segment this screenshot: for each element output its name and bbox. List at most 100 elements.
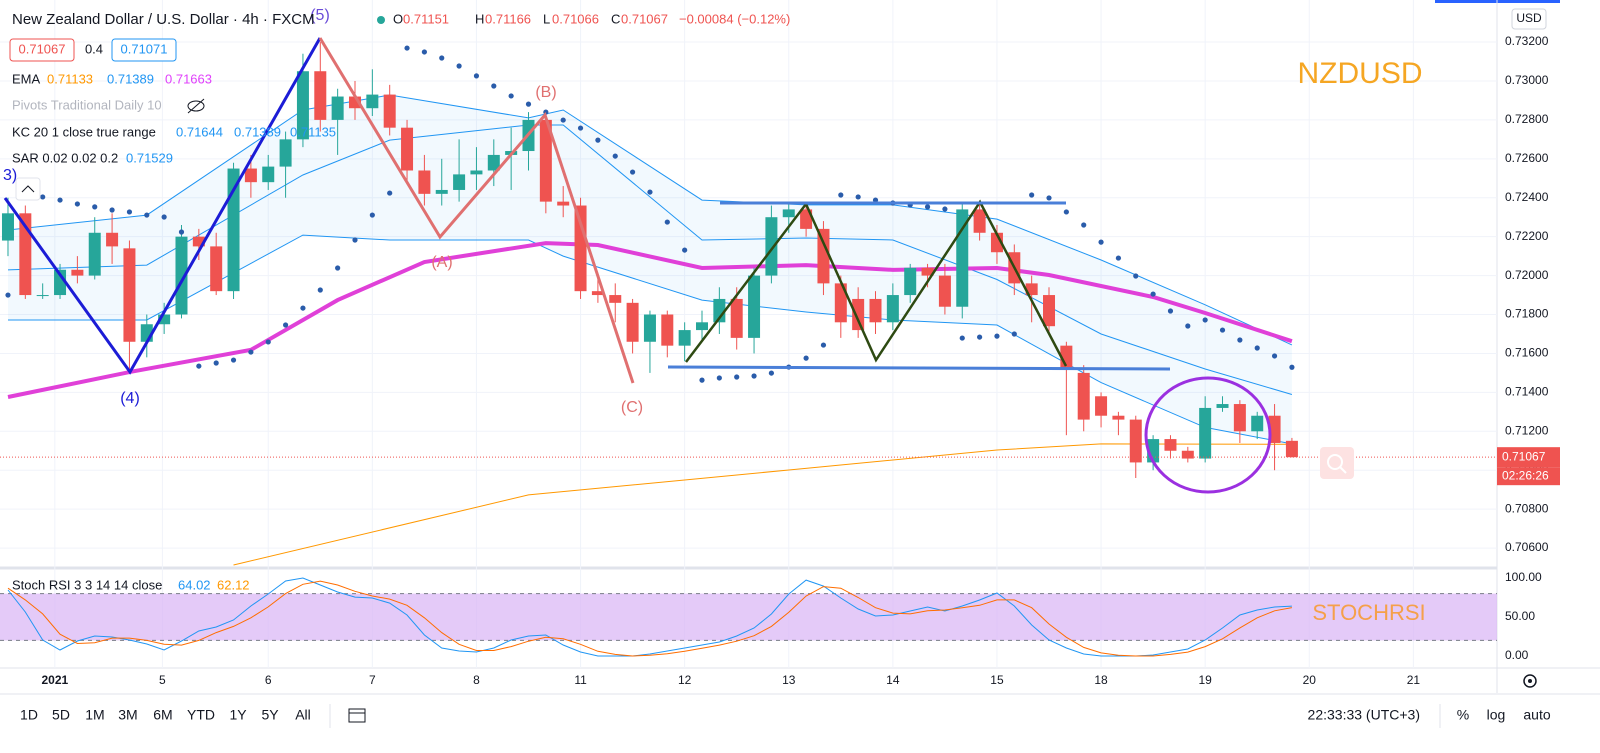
x-tick-label: 14 [886, 673, 900, 687]
range-button[interactable]: YTD [187, 707, 215, 723]
range-button[interactable]: 1Y [229, 707, 247, 723]
indicator-name[interactable]: KC 20 1 close true range [12, 124, 156, 139]
sar-dot [751, 373, 757, 379]
collapse-button[interactable] [15, 177, 41, 201]
sar-dot [40, 194, 46, 200]
candle-body [539, 119, 552, 202]
ohlc-value: 0.71166 [485, 11, 531, 26]
zoom-button[interactable] [1320, 447, 1354, 479]
sar-dot [421, 49, 427, 55]
legend: New Zealand Dollar / U.S. Dollar · 4h · … [9, 11, 1354, 592]
sar-dot [924, 204, 931, 210]
ohlc-value: 0.71066 [552, 11, 599, 26]
sar-dot [196, 363, 202, 369]
x-tick-label: 5 [159, 673, 166, 687]
ohlc-value: 0.71067 [621, 11, 668, 26]
indicator-name[interactable]: Stoch RSI 3 3 14 14 close [12, 577, 162, 592]
bid-box[interactable] [9, 38, 75, 62]
sar-dot [1046, 195, 1052, 201]
indicator-name[interactable]: SAR 0.02 0.02 0.2 [12, 150, 118, 165]
wave-label: (5) [310, 7, 330, 24]
candle-body [19, 213, 32, 296]
candle-body [817, 228, 830, 284]
candle-body [782, 209, 795, 218]
y-tick-label: 0.72000 [1505, 268, 1549, 282]
last-price-label: 0.71067 [1502, 449, 1546, 463]
sar-dot [1237, 337, 1243, 343]
x-tick-label: 19 [1198, 673, 1212, 687]
candle-body [661, 314, 674, 346]
candle-body [765, 217, 778, 276]
sar-dot [820, 342, 827, 348]
range-button[interactable]: All [295, 707, 311, 723]
clock[interactable]: 22:33:33 (UTC+3) [1308, 707, 1420, 723]
sar-dot [1219, 327, 1226, 333]
sar-dot [74, 201, 80, 207]
sar-dot [872, 197, 879, 203]
candle-body [1077, 372, 1090, 420]
indicator-name[interactable]: EMA [12, 71, 41, 86]
range-button[interactable]: 1M [85, 707, 104, 723]
scale-option[interactable]: % [1457, 707, 1469, 723]
indicator-value: 0.71389 [234, 124, 281, 139]
sar-dot [647, 189, 653, 195]
x-tick-label: 12 [678, 673, 692, 687]
sar-dot [1271, 353, 1278, 359]
candle-body [1216, 404, 1229, 408]
sar-dot [664, 219, 670, 225]
x-tick-label: 15 [990, 673, 1004, 687]
y-tick-label: 0.00 [1505, 648, 1529, 662]
range-button[interactable]: 5D [52, 707, 70, 723]
ohlc-key: C [611, 11, 620, 26]
plot: 2021 5 6 7 8 11 12 13 14 15 18 19 20 210.706000.70800… [0, 0, 1560, 687]
indicator-value: 0.71133 [47, 71, 93, 86]
market-status [377, 16, 385, 24]
channel-middle [7, 124, 1293, 395]
indicator-name[interactable]: Pivots Traditional Daily 10 [12, 97, 162, 112]
candle-body [886, 295, 899, 323]
currency-box[interactable] [1511, 8, 1547, 30]
candle-body [748, 275, 761, 338]
scale-option[interactable]: auto [1523, 707, 1550, 723]
date-range-icon[interactable] [348, 708, 366, 723]
hidden-icon[interactable] [187, 98, 205, 114]
x-tick-label: 7 [369, 673, 376, 687]
y-tick-label: 0.73200 [1505, 34, 1549, 48]
sar-dot [682, 247, 688, 253]
sar-dot [335, 265, 341, 271]
settings-icon[interactable] [1523, 674, 1537, 688]
candle-body [314, 71, 327, 120]
symbol-title[interactable]: New Zealand Dollar / U.S. Dollar · 4h · … [12, 11, 315, 28]
sar-dot [959, 335, 965, 341]
candle-body [591, 291, 604, 296]
abc-correction [318, 37, 635, 384]
ohlc-key: O [393, 11, 403, 26]
x-tick-label: 13 [782, 673, 796, 687]
sar-dot [473, 73, 480, 79]
channel-lower [8, 234, 1292, 445]
candle-body [696, 322, 709, 331]
sar-dot [1202, 317, 1208, 323]
sar-dot [248, 349, 254, 355]
candle-body [1233, 404, 1246, 432]
candle-body [36, 295, 49, 297]
candle-body [244, 168, 257, 183]
wave-label: 3) [3, 167, 17, 184]
sar-dot [994, 333, 1000, 339]
range-button[interactable]: 3M [118, 707, 137, 723]
candle-body [1181, 450, 1194, 459]
scale-option[interactable]: log [1487, 707, 1506, 723]
candle-body [1095, 396, 1108, 416]
sar-dot [317, 287, 323, 293]
range-button[interactable]: 6M [153, 707, 172, 723]
sar-dot [1011, 331, 1017, 337]
sar-dot [1115, 255, 1122, 261]
candle-body [106, 232, 119, 247]
sar-dot [977, 334, 983, 340]
ask-box[interactable] [111, 38, 177, 62]
range-button[interactable]: 1D [20, 707, 38, 723]
sar-dot [1081, 222, 1087, 228]
y-tick-label: 50.00 [1505, 609, 1535, 623]
range-button[interactable]: 5Y [261, 707, 279, 723]
